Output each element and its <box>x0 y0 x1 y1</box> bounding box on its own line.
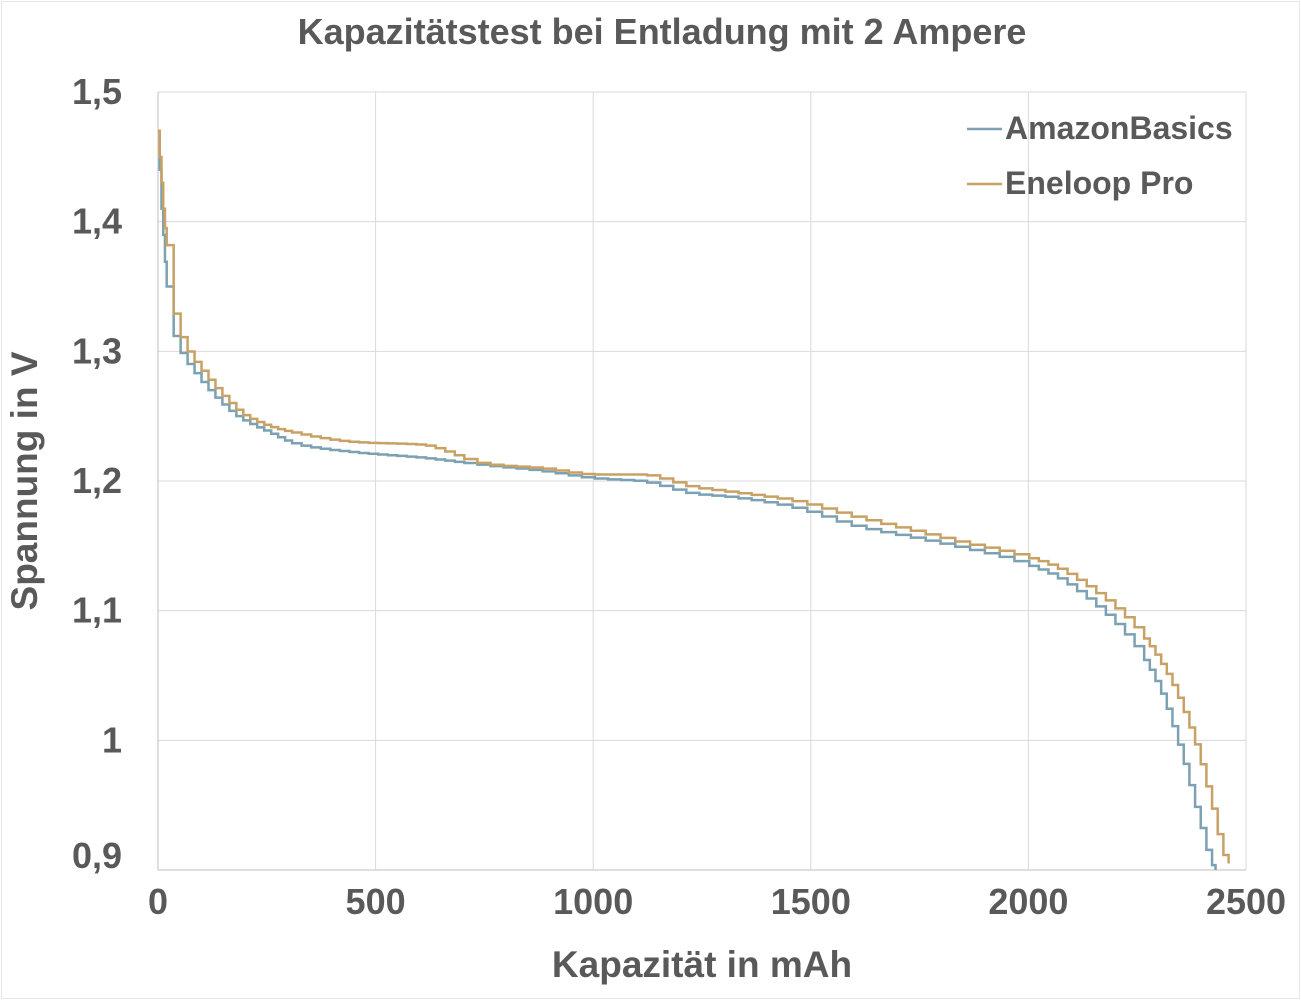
svg-text:0: 0 <box>148 881 168 922</box>
svg-text:Spannung in V: Spannung in V <box>4 351 45 610</box>
svg-text:Eneloop Pro: Eneloop Pro <box>1005 165 1193 201</box>
svg-text:1,4: 1,4 <box>72 201 122 242</box>
svg-text:AmazonBasics: AmazonBasics <box>1005 110 1233 146</box>
svg-text:1,2: 1,2 <box>72 460 122 501</box>
svg-text:1,1: 1,1 <box>72 590 122 631</box>
svg-text:Kapazität in mAh: Kapazität in mAh <box>552 944 852 985</box>
svg-text:500: 500 <box>346 881 406 922</box>
svg-text:Kapazitätstest bei Entladung m: Kapazitätstest bei Entladung mit 2 Amper… <box>298 11 1027 52</box>
svg-text:2500: 2500 <box>1206 881 1286 922</box>
svg-text:2000: 2000 <box>988 881 1068 922</box>
svg-text:1,5: 1,5 <box>72 71 122 112</box>
svg-text:0,9: 0,9 <box>72 835 122 876</box>
svg-text:1000: 1000 <box>553 881 633 922</box>
svg-text:1: 1 <box>102 719 122 760</box>
svg-text:1500: 1500 <box>771 881 851 922</box>
svg-text:1,3: 1,3 <box>72 330 122 371</box>
